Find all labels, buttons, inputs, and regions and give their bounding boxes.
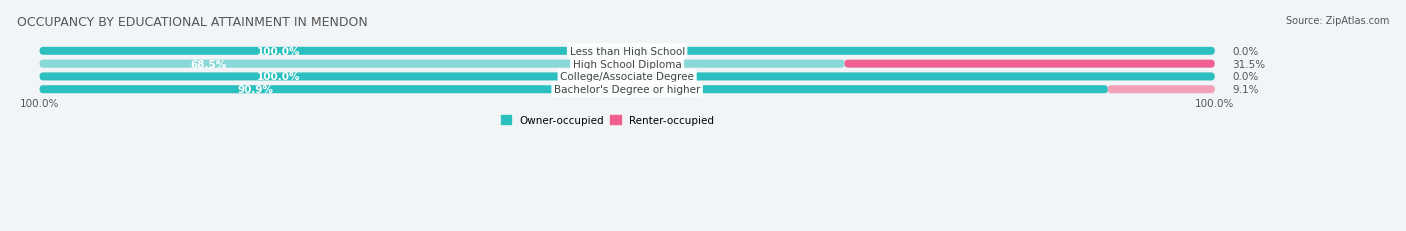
Text: 68.5%: 68.5% [190,59,226,69]
Text: Source: ZipAtlas.com: Source: ZipAtlas.com [1285,16,1389,26]
FancyBboxPatch shape [39,48,1215,55]
Text: 100.0%: 100.0% [257,72,301,82]
FancyBboxPatch shape [39,73,1215,81]
Legend: Owner-occupied, Renter-occupied: Owner-occupied, Renter-occupied [496,111,718,129]
Text: OCCUPANCY BY EDUCATIONAL ATTAINMENT IN MENDON: OCCUPANCY BY EDUCATIONAL ATTAINMENT IN M… [17,16,367,29]
FancyBboxPatch shape [39,60,845,68]
Text: Bachelor's Degree or higher: Bachelor's Degree or higher [554,85,700,95]
Text: 0.0%: 0.0% [1232,72,1258,82]
FancyBboxPatch shape [39,73,1215,81]
Text: 100.0%: 100.0% [20,99,59,109]
Text: 90.9%: 90.9% [238,85,274,95]
Text: 31.5%: 31.5% [1232,59,1265,69]
Text: 0.0%: 0.0% [1232,47,1258,57]
Text: 100.0%: 100.0% [1195,99,1234,109]
Text: High School Diploma: High School Diploma [572,59,682,69]
FancyBboxPatch shape [39,60,1215,68]
FancyBboxPatch shape [1108,86,1215,94]
Text: 100.0%: 100.0% [257,47,301,57]
FancyBboxPatch shape [845,60,1215,68]
FancyBboxPatch shape [39,86,1108,94]
Text: Less than High School: Less than High School [569,47,685,57]
FancyBboxPatch shape [39,48,1215,55]
FancyBboxPatch shape [39,86,1215,94]
Text: College/Associate Degree: College/Associate Degree [560,72,695,82]
Text: 9.1%: 9.1% [1232,85,1258,95]
